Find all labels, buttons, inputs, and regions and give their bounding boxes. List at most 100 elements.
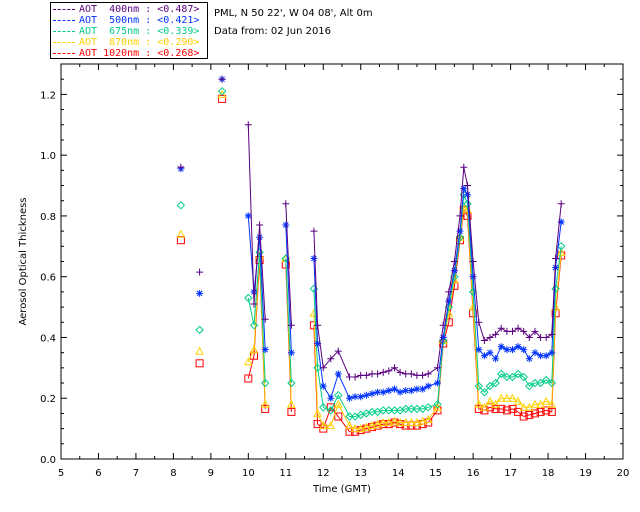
data-point [456, 212, 464, 220]
marker-asterisk [379, 388, 387, 396]
data-point [345, 412, 354, 421]
marker-diamond [423, 403, 433, 412]
data-point [474, 404, 483, 413]
data-point [243, 357, 253, 366]
legend-item-870nm: AOT 870nm : <0.290> [53, 37, 199, 48]
data-point [374, 388, 382, 396]
data-point [514, 324, 522, 332]
data-point [326, 406, 336, 415]
data-point [287, 349, 295, 357]
data-point [497, 343, 505, 351]
marker-diamond [474, 381, 484, 391]
marker-diamond [556, 242, 566, 251]
data-point [362, 391, 370, 399]
marker-triangle [530, 399, 540, 408]
plot-frame [60, 63, 624, 460]
data-point [474, 381, 484, 391]
x-tick-label: 13 [354, 468, 367, 479]
marker-asterisk [520, 346, 528, 354]
data-point [525, 334, 533, 341]
marker-plus [282, 200, 290, 208]
marker-plus [497, 324, 505, 332]
data-point [390, 406, 399, 415]
data-point [356, 424, 366, 433]
y-tick-label: 0.0 [40, 455, 56, 466]
marker-asterisk [402, 387, 410, 395]
data-point [378, 417, 388, 426]
data-point [520, 327, 528, 335]
marker-asterisk [475, 346, 483, 354]
data-point [379, 368, 387, 376]
data-point [480, 352, 488, 360]
data-point [384, 417, 394, 426]
marker-triangle [491, 399, 500, 408]
x-tick-label: 8 [170, 468, 176, 479]
marker-asterisk [396, 388, 404, 396]
data-point [195, 325, 204, 335]
data-point [413, 385, 421, 393]
marker-triangle [474, 399, 484, 408]
data-point [412, 404, 422, 414]
series-aot-400nm [177, 75, 565, 381]
marker-triangle [350, 424, 360, 433]
data-point [502, 406, 511, 415]
data-point [334, 370, 342, 378]
x-tick-label: 15 [429, 468, 442, 479]
x-tick-label: 16 [467, 468, 480, 479]
marker-asterisk [503, 346, 511, 354]
data-point [385, 387, 393, 395]
data-point [551, 284, 560, 294]
data-point [261, 404, 270, 413]
marker-asterisk [407, 387, 415, 395]
x-tick-label: 10 [242, 468, 255, 479]
marker-asterisk [196, 289, 204, 297]
marker-square [531, 409, 539, 418]
data-point [314, 321, 322, 329]
data-point [345, 421, 354, 430]
data-point [350, 424, 360, 433]
data-point [514, 343, 522, 351]
data-point [282, 221, 290, 229]
data-point [357, 393, 365, 401]
marker-diamond [367, 407, 377, 417]
data-point [536, 407, 545, 416]
marker-plus [439, 321, 447, 329]
marker-asterisk [439, 334, 447, 341]
marker-triangle [395, 417, 405, 426]
marker-plus [385, 367, 393, 375]
marker-square [536, 407, 545, 416]
data-point [491, 404, 500, 413]
marker-plus [407, 370, 415, 378]
marker-plus [469, 258, 477, 265]
marker-triangle [423, 414, 433, 423]
marker-diamond [433, 400, 442, 409]
marker-diamond [496, 369, 506, 379]
data-point [407, 404, 416, 414]
data-point [531, 409, 539, 418]
data-point [542, 406, 551, 415]
data-point [475, 318, 483, 326]
data-point [351, 393, 359, 401]
data-point [195, 346, 204, 355]
marker-plus [445, 288, 453, 296]
data-point [519, 402, 529, 411]
marker-triangle [485, 396, 495, 405]
marker-diamond [525, 381, 534, 391]
marker-square [514, 407, 523, 416]
legend-label-400nm: AOT 400nm : <0.487> [79, 4, 200, 15]
marker-diamond [541, 375, 551, 385]
data-point [196, 268, 204, 276]
marker-plus [177, 163, 185, 171]
marker-asterisk [525, 355, 533, 363]
legend-swatch-870nm [53, 42, 75, 43]
data-point [463, 199, 472, 209]
marker-plus [557, 200, 565, 208]
marker-diamond [217, 87, 227, 96]
data-point [503, 346, 511, 354]
marker-plus [244, 121, 252, 129]
legend-item-400nm: AOT 400nm : <0.487> [53, 4, 199, 15]
marker-plus [362, 371, 370, 379]
data-point [396, 388, 404, 396]
marker-triangle [367, 421, 377, 430]
